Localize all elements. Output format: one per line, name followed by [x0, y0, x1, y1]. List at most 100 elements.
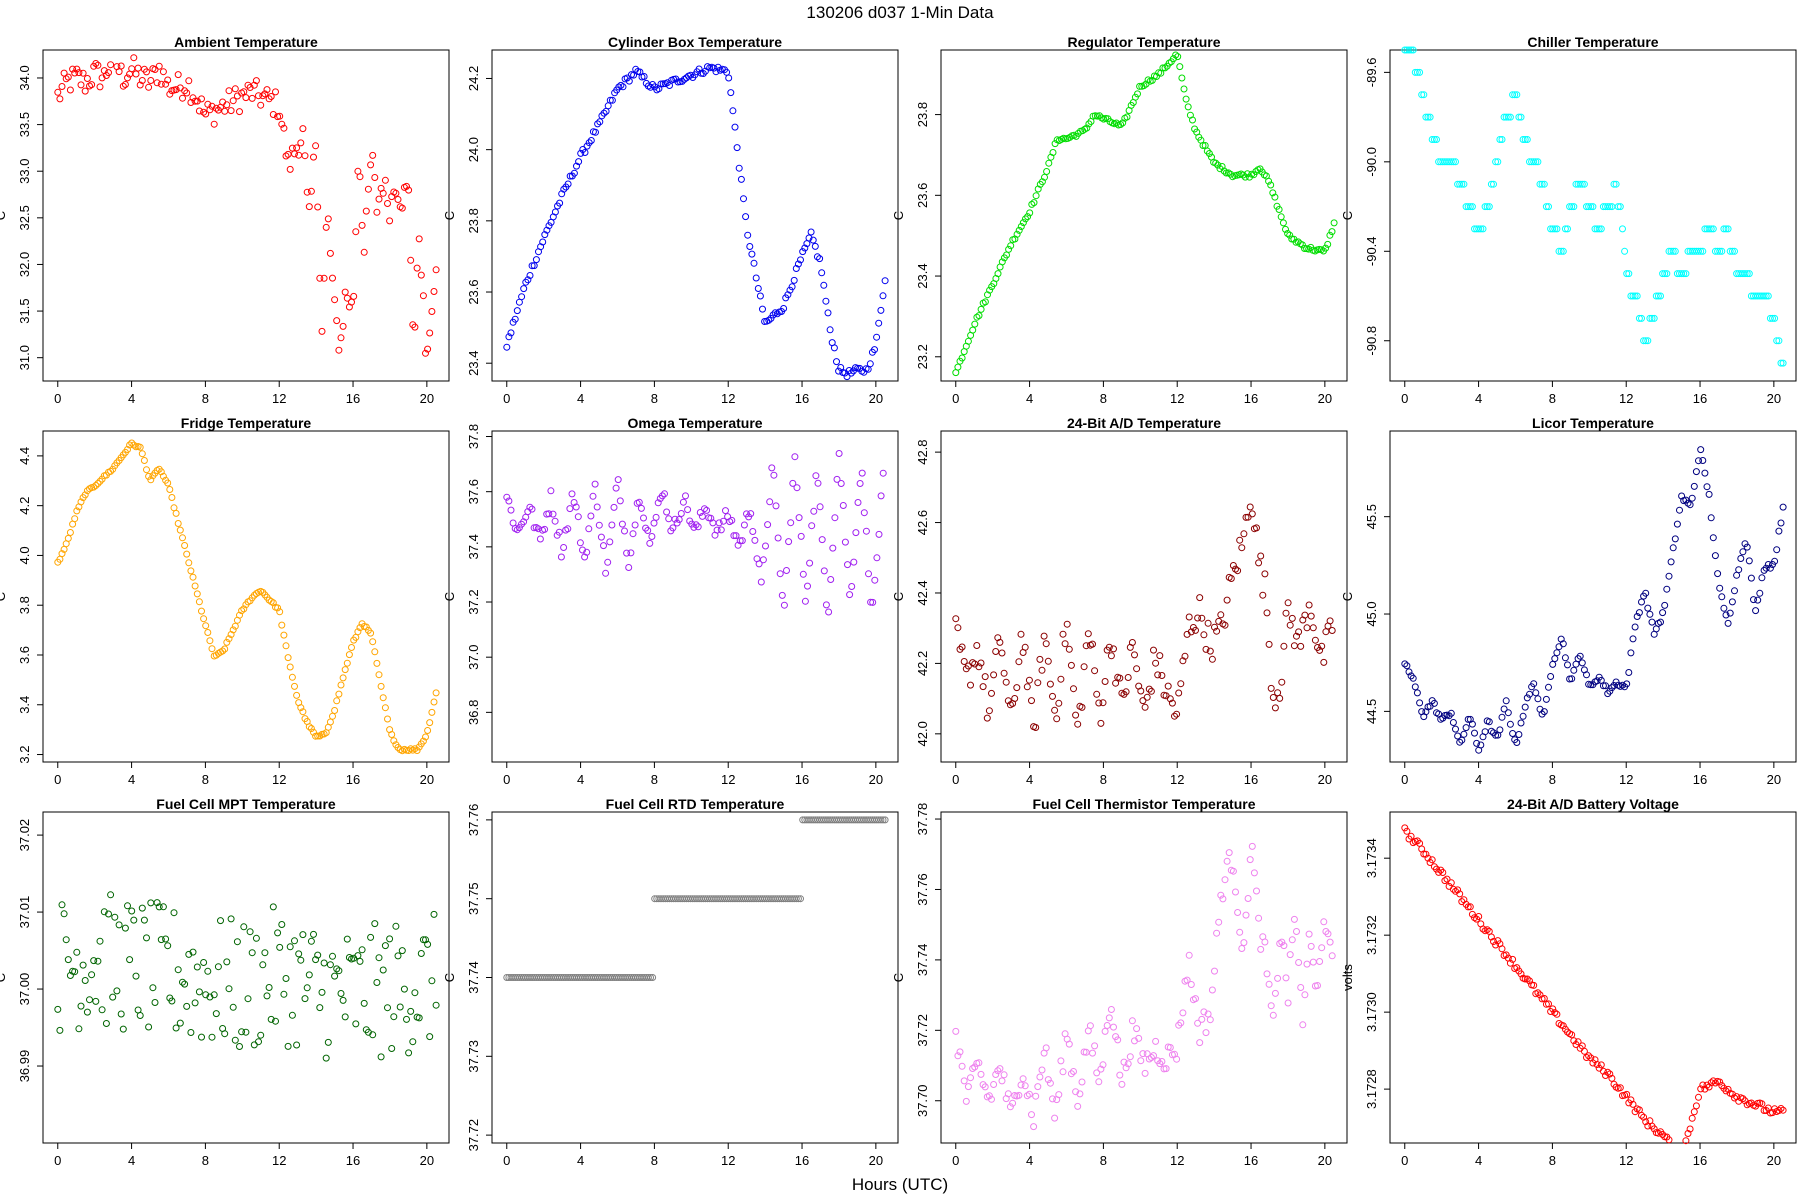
- data-point: [297, 956, 305, 964]
- data-point: [1174, 53, 1182, 61]
- data-point: [1023, 1092, 1031, 1100]
- data-point: [189, 94, 197, 102]
- data-point: [952, 1027, 960, 1035]
- data-point: [1152, 1037, 1160, 1045]
- data-point: [1779, 359, 1787, 367]
- data-point: [132, 70, 140, 78]
- data-point: [1422, 113, 1430, 121]
- data-point: [1015, 658, 1023, 666]
- data-point: [794, 260, 802, 268]
- data-point: [1305, 245, 1313, 253]
- data-point: [583, 548, 591, 556]
- data-point: [1487, 933, 1495, 941]
- data-point: [575, 158, 583, 166]
- data-point: [1200, 1008, 1208, 1016]
- data-point: [272, 88, 279, 96]
- data-point: [701, 505, 708, 513]
- data-point: [198, 95, 205, 103]
- data-point: [1692, 468, 1700, 476]
- data-point: [358, 221, 366, 229]
- data-point: [1604, 203, 1612, 211]
- data-point: [354, 952, 362, 960]
- data-point: [1009, 1099, 1017, 1107]
- data-point: [1290, 642, 1298, 650]
- data-point: [1141, 703, 1149, 711]
- data-point: [839, 502, 847, 509]
- data-point: [1452, 158, 1459, 166]
- x-tick-label: 16: [346, 772, 360, 787]
- data-point: [675, 516, 683, 523]
- data-point: [1288, 936, 1296, 944]
- data-point: [1711, 552, 1719, 560]
- data-point: [1036, 1073, 1044, 1081]
- data-point: [172, 1024, 180, 1032]
- data-point: [587, 512, 595, 520]
- data-point: [1194, 1019, 1202, 1027]
- data-point: [1019, 219, 1027, 227]
- data-point: [1614, 203, 1622, 211]
- data-point: [778, 591, 786, 599]
- data-point: [1682, 270, 1690, 278]
- data-point: [221, 645, 229, 653]
- data-point: [1773, 546, 1781, 554]
- data-point: [1269, 1011, 1277, 1019]
- data-point: [585, 139, 593, 147]
- data-point: [742, 213, 750, 221]
- data-point: [1042, 640, 1050, 648]
- data-point: [1572, 660, 1580, 668]
- data-point: [1250, 869, 1258, 877]
- data-point: [1697, 247, 1705, 255]
- data-point: [1441, 877, 1449, 885]
- data-point: [797, 895, 804, 903]
- data-point: [1519, 712, 1527, 720]
- y-tick-label: 37.72: [915, 1014, 930, 1047]
- data-point: [403, 1015, 410, 1023]
- data-point: [1057, 1057, 1065, 1065]
- data-point: [604, 102, 612, 110]
- data-point: [1198, 1015, 1206, 1023]
- y-tick-label: 37.75: [466, 882, 481, 915]
- y-tick-label: 37.02: [17, 819, 32, 852]
- data-point: [1597, 225, 1605, 233]
- data-point: [255, 1038, 262, 1046]
- x-tick-label: 8: [202, 391, 209, 406]
- data-point: [162, 80, 170, 88]
- data-point: [1728, 598, 1736, 606]
- x-tick-label: 12: [721, 1153, 735, 1168]
- data-point: [750, 259, 758, 267]
- data-point: [1028, 697, 1035, 705]
- plot-frame: [491, 49, 899, 382]
- data-point: [1513, 739, 1521, 746]
- data-point: [1413, 689, 1421, 697]
- data-point: [1101, 678, 1109, 685]
- data-point: [734, 541, 742, 549]
- data-point: [69, 65, 77, 73]
- data-point: [1498, 713, 1506, 721]
- data-point: [124, 902, 131, 910]
- data-point: [1483, 926, 1491, 934]
- data-point: [417, 271, 425, 279]
- data-point: [128, 907, 136, 915]
- data-point: [787, 519, 795, 527]
- data-point: [257, 1031, 265, 1039]
- data-point: [240, 923, 248, 931]
- data-point: [1206, 1016, 1214, 1024]
- data-point: [809, 236, 817, 244]
- data-point: [341, 1013, 349, 1021]
- data-point: [415, 235, 423, 243]
- y-tick-label: -90.8: [1364, 326, 1379, 356]
- data-point: [1133, 665, 1141, 673]
- data-point: [1279, 219, 1287, 227]
- data-point: [794, 895, 802, 903]
- data-point: [1460, 180, 1468, 188]
- data-point: [1775, 527, 1783, 535]
- data-point: [1046, 1079, 1054, 1087]
- data-point: [1030, 199, 1038, 207]
- data-point: [310, 930, 317, 938]
- y-tick-label: 42.8: [915, 439, 930, 464]
- data-point: [335, 690, 343, 698]
- data-point: [1739, 548, 1747, 556]
- panel-title: Regulator Temperature: [1068, 34, 1221, 50]
- data-point: [649, 974, 657, 981]
